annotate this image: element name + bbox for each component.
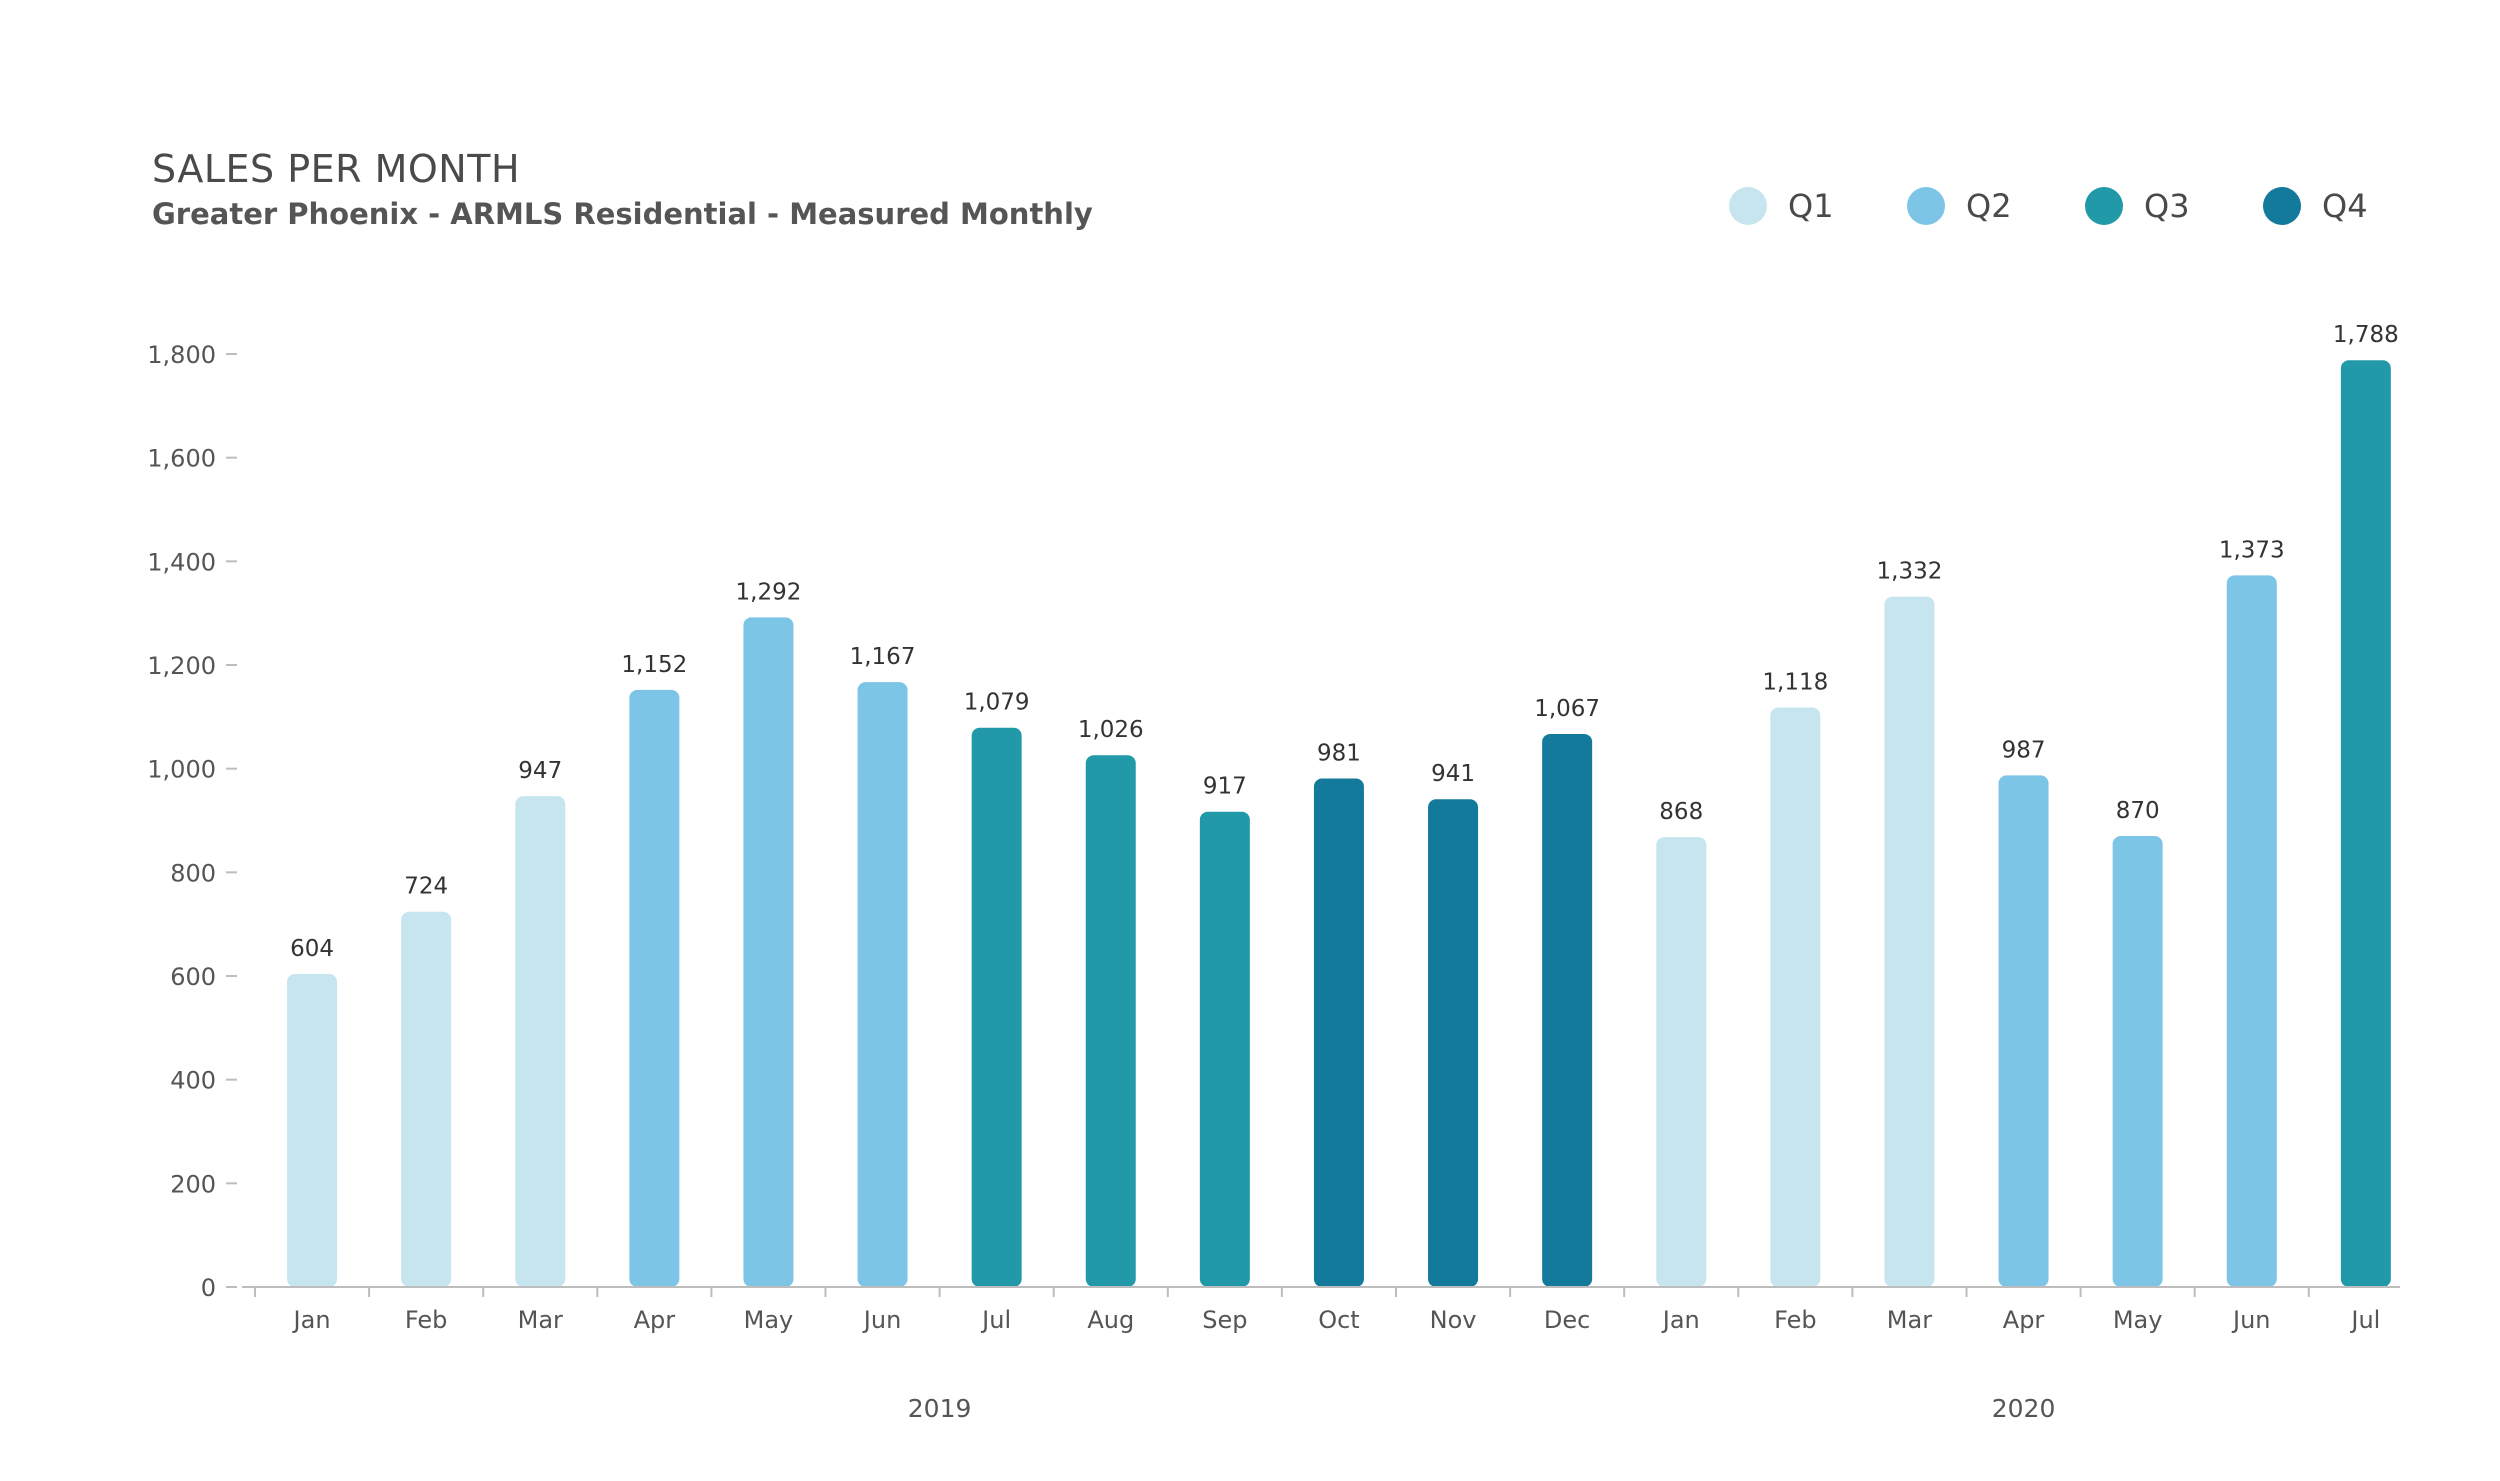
legend-swatch-q4 — [2263, 187, 2301, 225]
legend-label-q3: Q3 — [2144, 187, 2190, 225]
x-tick-label: Jan — [292, 1306, 331, 1334]
value-label: 1,167 — [850, 644, 916, 670]
bar-feb-1 — [401, 911, 452, 1287]
bar-jan-12 — [1656, 837, 1707, 1287]
x-tick-label: Jun — [862, 1306, 902, 1334]
year-label-2020: 2020 — [1992, 1394, 2056, 1423]
value-label: 1,373 — [2219, 537, 2285, 563]
value-label: 987 — [2002, 737, 2046, 763]
x-tick-label: Dec — [1544, 1306, 1590, 1334]
bar-jun-17 — [2226, 575, 2277, 1287]
x-tick-label: Mar — [518, 1306, 563, 1334]
bar-jan-0 — [287, 973, 338, 1287]
x-tick-label: Jul — [980, 1306, 1011, 1334]
y-tick-label: 800 — [170, 859, 216, 887]
x-tick-label: Apr — [2003, 1306, 2045, 1334]
x-tick-label: Oct — [1318, 1306, 1360, 1334]
value-label: 604 — [290, 936, 334, 962]
value-label: 947 — [518, 758, 562, 784]
chart-subtitle: Greater Phoenix - ARMLS Residential - Me… — [152, 197, 1093, 231]
bar-aug-7 — [1085, 755, 1136, 1287]
x-tick-label: Nov — [1430, 1306, 1477, 1334]
value-label: 1,067 — [1534, 696, 1600, 722]
y-tick-label: 200 — [170, 1170, 216, 1198]
value-labels: 604 724 947 1,152 1,292 1,167 1,079 1,026 917 981… — [290, 322, 2399, 962]
value-label: 1,332 — [1877, 559, 1943, 585]
bar-may-4 — [743, 617, 794, 1287]
x-tick-label: Feb — [1774, 1306, 1817, 1334]
bar-nov-10 — [1428, 799, 1479, 1287]
value-label: 1,026 — [1078, 717, 1144, 743]
legend-swatch-q1 — [1729, 187, 1767, 225]
bar-jul-18 — [2340, 360, 2391, 1288]
bar-may-16 — [2112, 836, 2163, 1287]
x-tick-label: Sep — [1202, 1306, 1247, 1334]
legend-label-q2: Q2 — [1966, 187, 2012, 225]
x-tick-label: May — [2113, 1306, 2163, 1334]
y-tick-label: 600 — [170, 963, 216, 991]
bar-jul-6 — [971, 727, 1022, 1287]
y-tick-label: 1,200 — [147, 652, 216, 680]
y-tick-label: 1,000 — [147, 756, 216, 784]
bar-mar-14 — [1884, 596, 1935, 1287]
bars — [287, 360, 2391, 1288]
value-label: 941 — [1431, 761, 1475, 787]
value-label: 724 — [404, 874, 448, 900]
legend-swatch-q2 — [1907, 187, 1945, 225]
value-label: 1,118 — [1762, 670, 1828, 696]
value-label: 870 — [2116, 798, 2160, 824]
legend: Q1 Q2 Q3 Q4 — [1729, 187, 2368, 225]
bar-jun-5 — [857, 682, 908, 1287]
bar-mar-2 — [515, 796, 566, 1287]
legend-label-q4: Q4 — [2322, 187, 2368, 225]
x-tick-label: Jan — [1661, 1306, 1700, 1334]
bar-dec-11 — [1542, 733, 1593, 1287]
value-label: 917 — [1203, 774, 1247, 800]
x-tick-label: Mar — [1887, 1306, 1932, 1334]
legend-swatch-q3 — [2085, 187, 2123, 225]
y-axis: 0 200 400 600 800 1,000 1,200 1,400 1,600 1,800 — [147, 341, 237, 1302]
bar-feb-13 — [1770, 707, 1821, 1287]
y-tick-label: 0 — [201, 1274, 216, 1302]
year-labels: 2019 2020 — [908, 1394, 2056, 1423]
bar-apr-15 — [1998, 775, 2049, 1287]
x-tick-label: Feb — [405, 1306, 448, 1334]
x-axis: Jan Feb Mar Apr May Jun Jul Aug Sep Oct Nov Dec Jan F… — [242, 1286, 2400, 1334]
value-label: 1,152 — [621, 652, 687, 678]
y-tick-label: 1,800 — [147, 341, 216, 369]
x-tick-label: Aug — [1087, 1306, 1134, 1334]
value-label: 981 — [1317, 741, 1361, 767]
y-tick-label: 400 — [170, 1067, 216, 1095]
x-tick-label: May — [744, 1306, 794, 1334]
value-label: 868 — [1659, 799, 1703, 825]
legend-label-q1: Q1 — [1788, 187, 1834, 225]
value-label: 1,079 — [964, 690, 1030, 716]
y-tick-label: 1,400 — [147, 548, 216, 576]
x-tick-label: Jun — [2231, 1306, 2271, 1334]
x-tick-label: Jul — [2349, 1306, 2380, 1334]
value-label: 1,292 — [736, 579, 802, 605]
y-tick-label: 1,600 — [147, 445, 216, 473]
x-tick-label: Apr — [634, 1306, 676, 1334]
bar-sep-8 — [1199, 811, 1250, 1287]
bar-oct-9 — [1313, 778, 1364, 1287]
chart-title: SALES PER MONTH — [152, 147, 520, 191]
year-label-2019: 2019 — [908, 1394, 972, 1423]
value-label: 1,788 — [2333, 322, 2399, 348]
bar-apr-3 — [629, 689, 680, 1287]
